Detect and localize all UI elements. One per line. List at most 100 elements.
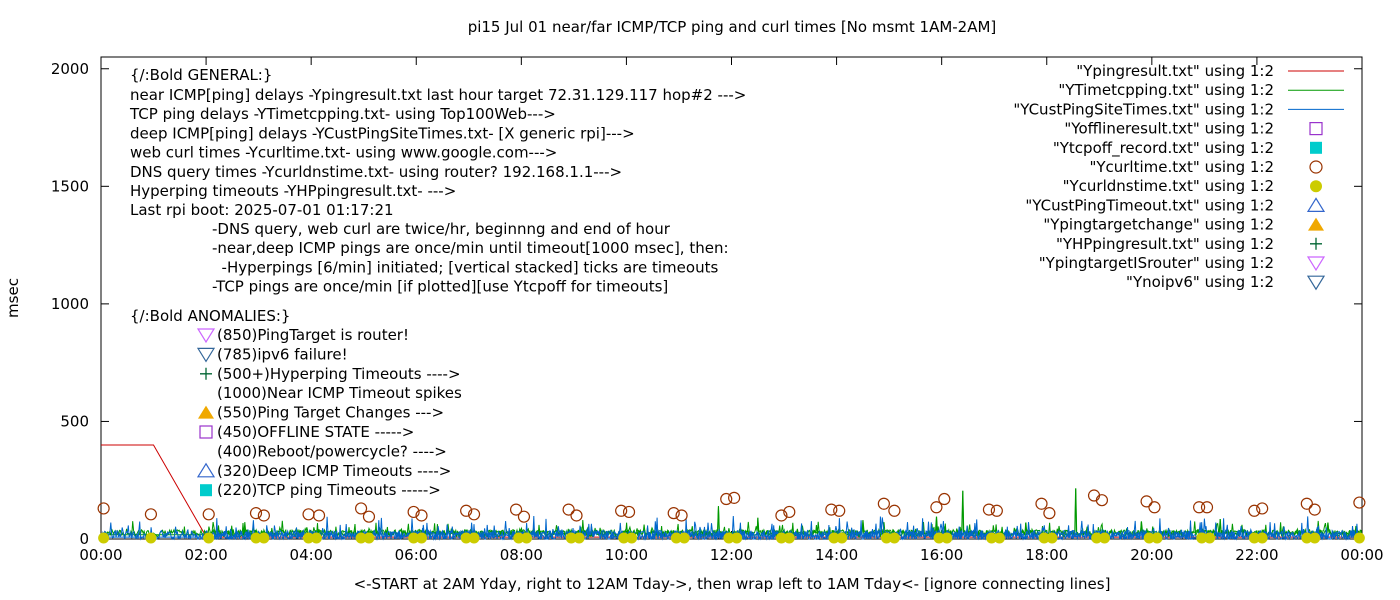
dns-time-point: [1301, 532, 1313, 544]
curl-time-point: [362, 510, 376, 523]
dns-time-point: [836, 532, 848, 544]
anomaly-marker: [199, 425, 213, 439]
dns-time-point: [303, 532, 315, 544]
annotation-anomalies-header: {/:Bold ANOMALIES:}: [130, 307, 290, 325]
x-axis-label: <-START at 2AM Yday, right to 12AM Tday-…: [354, 575, 1111, 593]
anomaly-marker: [196, 347, 216, 363]
dns-time-point: [1196, 532, 1208, 544]
curl-time-point: [517, 510, 531, 523]
dns-time-point: [258, 532, 270, 544]
dns-time-point: [933, 532, 945, 544]
legend-swatch: [1306, 275, 1326, 291]
dns-time-point: [880, 532, 892, 544]
curl-time-point: [97, 502, 110, 515]
dns-time-point: [98, 532, 110, 544]
curl-time-point: [982, 503, 996, 516]
curl-time-point: [622, 505, 636, 519]
dns-time-point: [828, 532, 840, 544]
dns-time-point: [310, 532, 322, 544]
dns-time-point: [565, 532, 577, 544]
legend-label: "Ycurltime.txt" using 1:2: [1089, 158, 1274, 176]
legend-label: "Ypingresult.txt" using 1:2: [1076, 62, 1274, 80]
curl-time-point: [257, 509, 270, 522]
legend-swatch: [1309, 121, 1323, 136]
curl-time-point: [775, 509, 788, 522]
y-tick-label: 500: [60, 412, 89, 430]
curl-time-point: [1148, 501, 1161, 514]
curl-time-point: [1248, 504, 1261, 517]
x-tick-label: 20:00: [1130, 546, 1173, 564]
annotation-note-line: -Hyperpings [6/min] initiated; [vertical…: [212, 258, 718, 276]
anomaly-marker: [200, 484, 212, 497]
curl-time-point: [1353, 496, 1366, 509]
annotation-general-line: Hyperping timeouts -YHPpingresult.txt- -…: [130, 182, 456, 200]
curl-time-point: [728, 491, 741, 504]
dns-time-point: [355, 532, 367, 544]
legend-swatch: [1308, 217, 1324, 231]
annotation-general-line: TCP ping delays -YTimetcpping.txt- using…: [129, 105, 556, 123]
dns-time-point: [941, 532, 953, 544]
anomaly-line: (320)Deep ICMP Timeouts ---->: [217, 462, 451, 480]
dns-time-point: [203, 532, 215, 544]
legend-swatch: [1310, 180, 1322, 193]
y-tick-label: 1500: [51, 177, 89, 195]
curl-time-point: [1193, 501, 1206, 514]
curl-time-point: [1043, 507, 1056, 520]
legend-label: "Ypingtargetchange" using 1:2: [1043, 216, 1274, 234]
annotation-block: {/:Bold GENERAL:} near ICMP[ping] delays …: [129, 66, 746, 499]
x-tick-label: 12:00: [710, 546, 753, 564]
dns-time-point: [1091, 532, 1103, 544]
curl-time-point: [990, 504, 1003, 517]
dns-time-point: [145, 532, 157, 544]
x-tick-label: 00:00: [79, 546, 122, 564]
curl-time-point: [415, 509, 428, 522]
curl-time-point: [407, 505, 420, 519]
curl-time-point: [667, 507, 680, 520]
dns-time-point: [670, 532, 682, 544]
curl-time-point: [509, 503, 523, 516]
dns-time-point: [1038, 532, 1050, 544]
legend-swatch: [1306, 256, 1326, 272]
dns-time-point: [1256, 532, 1268, 544]
curl-time-point: [675, 509, 688, 522]
legend-label: "YHPpingresult.txt" using 1:2: [1056, 235, 1274, 253]
curl-time-point: [1087, 489, 1101, 502]
curl-time-point: [1300, 497, 1313, 510]
legend-swatch: [1310, 141, 1322, 154]
dns-time-point: [1204, 532, 1216, 544]
dns-time-point: [888, 532, 900, 544]
curl-time-point: [615, 504, 628, 517]
annotation-general-line: near ICMP[ping] delays -Ypingresult.txt …: [130, 86, 746, 104]
curl-time-point: [467, 508, 481, 521]
curl-time-point: [1308, 503, 1321, 516]
dns-time-point: [993, 532, 1005, 544]
anomaly-line: (450)OFFLINE STATE ----->: [217, 423, 414, 441]
curl-time-point: [888, 504, 901, 517]
x-tick-label: 16:00: [920, 546, 963, 564]
dns-time-point: [731, 532, 743, 544]
x-tick-label: 14:00: [815, 546, 858, 564]
legend-label: "Ycurldnstime.txt" using 1:2: [1063, 177, 1274, 195]
legend-label: "YpingtargetISrouter" using 1:2: [1039, 254, 1274, 272]
annotation-general-line: DNS query times -Ycurldnstime.txt- using…: [130, 163, 622, 181]
curl-time-point: [825, 503, 838, 516]
curl-time-point: [302, 508, 315, 521]
curl-time-point: [312, 509, 326, 522]
curl-time-point: [570, 509, 583, 522]
curl-time-point: [249, 507, 263, 520]
curl-time-point: [202, 508, 215, 521]
x-tick-label: 00:00: [1340, 546, 1383, 564]
dns-time-point: [460, 532, 472, 544]
legend-label: "YTimetcpping.txt" using 1:2: [1058, 81, 1274, 99]
annotation-note-line: -DNS query, web curl are twice/hr, begin…: [212, 220, 671, 238]
anomaly-line: (785)ipv6 failure!: [217, 345, 348, 363]
curl-time-point: [720, 492, 733, 506]
dns-time-point: [1353, 532, 1365, 544]
anomaly-marker: [198, 405, 214, 419]
dns-time-point: [408, 532, 420, 544]
dns-time-point: [678, 532, 690, 544]
y-axis-label: msec: [4, 278, 22, 318]
dns-time-point: [1143, 532, 1155, 544]
legend-label: "YCustPingSiteTimes.txt" using 1:2: [1013, 100, 1274, 118]
